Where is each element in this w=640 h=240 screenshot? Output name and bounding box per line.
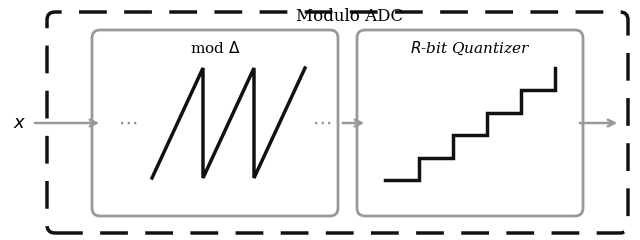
- Text: mod $\Delta$: mod $\Delta$: [189, 40, 240, 56]
- Text: $\cdots$: $\cdots$: [312, 114, 332, 132]
- Text: $x$: $x$: [13, 114, 27, 132]
- FancyBboxPatch shape: [92, 30, 338, 216]
- Text: Modulo ADC: Modulo ADC: [296, 8, 404, 25]
- Text: $R$-bit Quantizer: $R$-bit Quantizer: [410, 40, 531, 57]
- FancyBboxPatch shape: [357, 30, 583, 216]
- Text: $\cdots$: $\cdots$: [118, 114, 138, 132]
